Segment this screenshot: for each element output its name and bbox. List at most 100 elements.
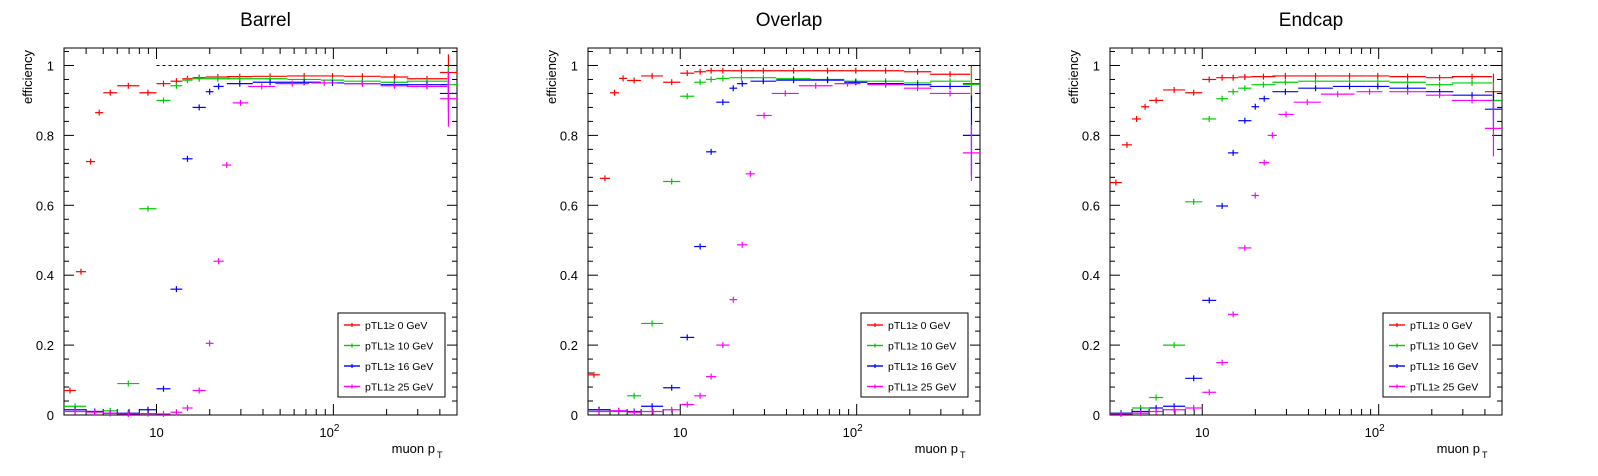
data-point xyxy=(810,67,845,74)
series-3 xyxy=(1110,88,1502,417)
data-point xyxy=(182,77,193,84)
legend-item: pTL1≥ 25 GeV xyxy=(1389,382,1478,394)
data-point xyxy=(156,385,171,392)
data-point xyxy=(1389,79,1426,86)
data-point xyxy=(929,90,971,97)
data-point xyxy=(1228,311,1239,318)
data-point xyxy=(729,74,754,81)
data-point xyxy=(706,148,717,155)
legend-label: pTL1≥ 25 GeV xyxy=(365,382,433,394)
data-point xyxy=(1185,375,1203,382)
data-point xyxy=(1366,78,1390,85)
data-point xyxy=(117,410,140,417)
data-point xyxy=(95,109,104,116)
data-point xyxy=(756,112,772,119)
data-point xyxy=(737,80,748,87)
data-point xyxy=(729,296,738,303)
data-point xyxy=(729,67,754,74)
data-point xyxy=(64,387,76,394)
data-point xyxy=(1251,192,1260,199)
data-point xyxy=(1484,100,1502,157)
data-point xyxy=(1163,86,1186,93)
data-point xyxy=(1425,74,1454,81)
data-point xyxy=(1149,408,1164,415)
data-point xyxy=(663,384,681,391)
legend-box xyxy=(860,312,969,398)
data-point xyxy=(1332,72,1367,79)
y-tick-label: 0.8 xyxy=(36,128,54,143)
data-point xyxy=(1163,342,1186,349)
panel-endcap: Endcap 0 0.2 0.4 0.6 0.8 1 10 102 muon p Tefficien… xyxy=(1066,10,1503,460)
data-point xyxy=(619,75,628,82)
legend-item: pTL1≥ 10 GeV xyxy=(867,341,956,353)
y-tick-label: 1 xyxy=(571,58,578,73)
data-point xyxy=(406,83,448,90)
legend-item: pTL1≥ 0 GeV xyxy=(344,320,427,332)
data-point xyxy=(706,373,717,380)
data-point xyxy=(1238,244,1252,251)
data-point xyxy=(716,67,730,74)
data-point xyxy=(610,89,620,96)
data-point xyxy=(641,320,664,327)
data-point xyxy=(311,79,338,86)
legend-label: pTL1≥ 10 GeV xyxy=(365,341,433,353)
data-point xyxy=(232,99,249,106)
legend-box xyxy=(337,312,446,398)
y-tick-label: 0.4 xyxy=(36,268,54,283)
legend-item: pTL1≥ 25 GeV xyxy=(867,382,956,394)
data-point xyxy=(1356,88,1383,95)
data-point xyxy=(1259,95,1270,102)
data-point xyxy=(1163,406,1186,413)
y-tick-label: 0.8 xyxy=(1082,128,1100,143)
legend-label: pTL1≥ 0 GeV xyxy=(365,320,427,332)
y-tick-label: 1 xyxy=(1093,58,1100,73)
y-tick-label: 0.6 xyxy=(560,198,578,213)
data-point xyxy=(929,71,971,78)
data-point xyxy=(103,89,118,96)
y-axis-label: efficiency xyxy=(20,50,35,104)
data-point xyxy=(844,67,868,74)
legend-item: pTL1≥ 10 GeV xyxy=(344,341,433,353)
series-0 xyxy=(1110,72,1502,186)
data-point xyxy=(1216,74,1229,81)
data-point xyxy=(588,408,611,415)
y-tick-label: 0.2 xyxy=(1082,338,1100,353)
legend-box xyxy=(1382,312,1491,398)
data-point xyxy=(588,371,600,378)
data-point xyxy=(1278,111,1294,118)
data-point xyxy=(226,80,253,87)
data-point xyxy=(1238,117,1252,124)
data-point xyxy=(1298,72,1333,79)
data-point xyxy=(798,82,833,89)
data-point xyxy=(1228,74,1239,81)
plot-frame xyxy=(587,47,981,416)
chart-title: Endcap xyxy=(1279,10,1343,31)
y-tick-label: 0.2 xyxy=(560,338,578,353)
data-point xyxy=(1202,297,1217,304)
data-point xyxy=(1202,76,1217,83)
data-point xyxy=(641,408,664,415)
data-point xyxy=(287,79,321,86)
data-point xyxy=(867,81,904,88)
legend-label: pTL1≥ 16 GeV xyxy=(888,361,956,373)
data-point xyxy=(694,79,707,86)
y-tick-label: 0.8 xyxy=(560,128,578,143)
data-point xyxy=(156,80,171,87)
data-point xyxy=(1389,88,1426,95)
data-point xyxy=(192,104,206,111)
data-point xyxy=(694,68,707,75)
data-point xyxy=(344,80,381,87)
data-point xyxy=(929,83,971,90)
data-point xyxy=(627,392,642,399)
data-point xyxy=(192,75,206,82)
legend-item: pTL1≥ 0 GeV xyxy=(1389,320,1472,332)
y-tick-label: 0.4 xyxy=(560,268,578,283)
data-point xyxy=(1366,83,1390,90)
x-tick-label: 102 xyxy=(1365,423,1385,440)
legend-label: pTL1≥ 25 GeV xyxy=(1410,382,1478,394)
y-tick-label: 0.4 xyxy=(1082,268,1100,283)
x-tick-label: 10 xyxy=(1195,425,1209,440)
data-point xyxy=(1425,92,1454,99)
x-axis-label: muon p xyxy=(915,441,958,456)
data-point xyxy=(213,83,224,90)
